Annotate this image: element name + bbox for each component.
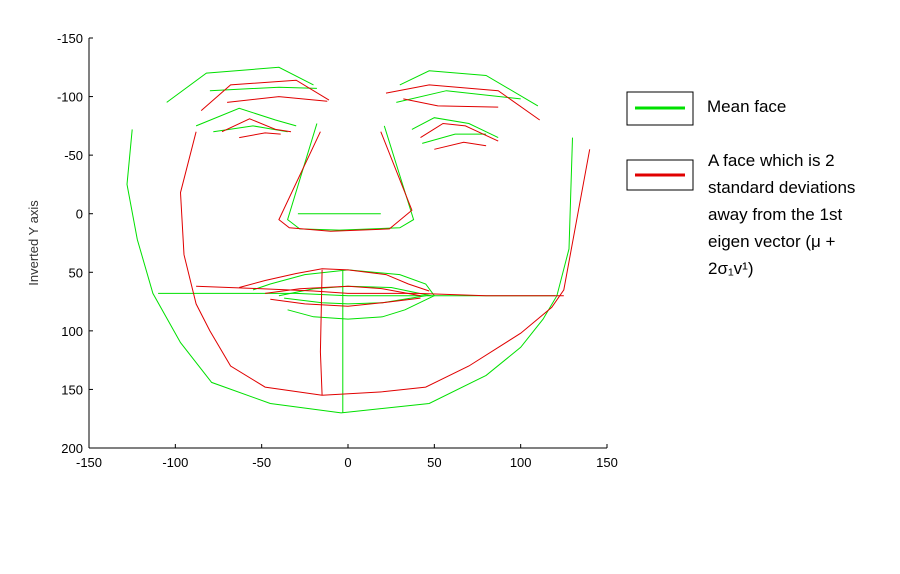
series-1-segment-5 xyxy=(221,118,292,133)
series-0-segment-13 xyxy=(284,295,426,305)
series-1-segment-13 xyxy=(270,297,421,307)
legend-label-eigen-face: A face which is 2 standard deviations away… xyxy=(708,151,855,278)
series-0-segment-12 xyxy=(278,285,432,297)
series-1-segment-2 xyxy=(227,96,328,103)
legend-label-line: away from the 1st xyxy=(708,205,842,224)
axes: -150 -100 -50 0 50 100 150 -150 -100 -50 0 50 100 15… xyxy=(26,31,618,470)
series-0-segment-2 xyxy=(209,86,317,92)
x-tick-label: 50 xyxy=(427,455,441,470)
y-tick-label: -100 xyxy=(57,90,83,105)
legend-label-line: standard deviations xyxy=(708,178,855,197)
y-tick-label: 100 xyxy=(61,324,83,339)
series-0-segment-9 xyxy=(287,123,415,231)
series-0-segment-5 xyxy=(195,107,297,127)
series-0-segment-3 xyxy=(399,70,539,107)
series-1-segment-4 xyxy=(403,98,499,108)
x-tick-label: 0 xyxy=(344,455,351,470)
series-1-segment-12 xyxy=(265,285,421,297)
legend-entry-mean-face: Mean face xyxy=(626,91,786,126)
series-1-segment-11 xyxy=(239,268,430,292)
series-0-segment-0 xyxy=(126,129,573,414)
plot-lines xyxy=(126,66,591,414)
series-1-segment-10 xyxy=(196,285,564,297)
series-0-segment-1 xyxy=(166,66,314,103)
legend-label-mean-face: Mean face xyxy=(707,97,786,116)
x-ticks: -150 -100 -50 0 50 100 150 xyxy=(76,444,618,470)
legend-label-line: A face which is 2 xyxy=(708,151,835,170)
series-1-segment-7 xyxy=(420,122,499,142)
y-tick-label: -50 xyxy=(64,148,83,163)
y-tick-label: 0 xyxy=(76,207,83,222)
x-tick-label: -50 xyxy=(252,455,271,470)
legend-label-line: 2σ₁v¹) xyxy=(708,259,754,278)
y-tick-label: 200 xyxy=(61,441,83,456)
x-tick-label: 150 xyxy=(596,455,618,470)
y-ticks: -150 -100 -50 0 50 100 150 200 xyxy=(57,31,93,456)
x-tick-label: -100 xyxy=(162,455,188,470)
series-0-segment-8 xyxy=(422,133,487,144)
series-1-segment-9 xyxy=(278,131,413,232)
series-0-segment-7 xyxy=(411,117,499,139)
series-1-segment-8 xyxy=(434,141,487,150)
legend-label-line: eigen vector (μ + xyxy=(708,232,836,251)
series-0-segment-14 xyxy=(287,295,435,320)
x-tick-label: 100 xyxy=(510,455,532,470)
series-1-segment-14 xyxy=(319,269,323,396)
series-1-segment-6 xyxy=(239,132,281,139)
legend: Mean face A face which is 2 standard devi… xyxy=(626,91,855,278)
y-axis-title: Inverted Y axis xyxy=(26,200,41,286)
series-0-segment-4 xyxy=(396,90,521,103)
series-1-segment-1 xyxy=(200,79,330,111)
legend-entry-eigen-face: A face which is 2 standard deviations away… xyxy=(626,151,855,278)
series-1-segment-0 xyxy=(179,131,591,396)
y-tick-label: 150 xyxy=(61,382,83,397)
y-tick-label: -150 xyxy=(57,31,83,46)
x-tick-label: -150 xyxy=(76,455,102,470)
series-1-segment-3 xyxy=(385,84,540,121)
y-tick-label: 50 xyxy=(69,265,83,280)
